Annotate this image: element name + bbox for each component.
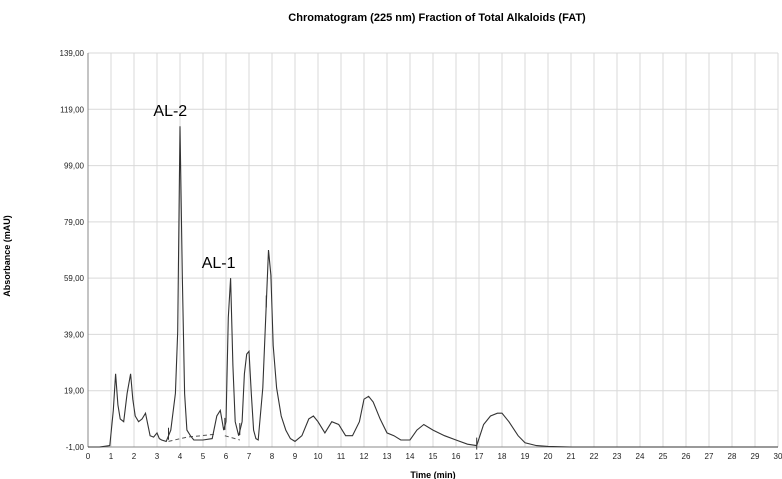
y-tick-label: 19,00 (64, 387, 85, 396)
x-tick-label: 21 (567, 452, 576, 461)
chromatogram-trace (88, 126, 778, 448)
x-tick-label: 8 (270, 452, 275, 461)
x-axis-ticks: 0 1 2 3 4 5 6 7 8 9 10 11 12 13 14 15 16 17 18 19 20 21 22 23 24… (86, 452, 782, 461)
x-tick-label: 15 (429, 452, 438, 461)
x-tick-label: 22 (590, 452, 599, 461)
x-tick-label: 25 (659, 452, 668, 461)
x-tick-label: 12 (360, 452, 369, 461)
x-tick-label: 10 (314, 452, 323, 461)
peak-label: AL-2 (153, 103, 187, 120)
integration-baseline (168, 433, 215, 442)
y-axis-ticks: -1,00 19,00 39,00 59,00 79,00 99,00 119,00 139,… (60, 49, 85, 452)
y-axis-label: Absorbance (mAU) (2, 215, 12, 297)
x-tick-label: 11 (337, 452, 346, 461)
x-tick-label: 6 (224, 452, 229, 461)
x-tick-label: 14 (406, 452, 415, 461)
grid (87, 52, 779, 448)
x-tick-label: 9 (293, 452, 298, 461)
x-tick-label: 17 (475, 452, 484, 461)
x-tick-label: 3 (155, 452, 160, 461)
x-tick-label: 27 (705, 452, 714, 461)
x-tick-label: 19 (521, 452, 530, 461)
x-tick-label: 5 (201, 452, 206, 461)
x-tick-label: 1 (109, 452, 114, 461)
y-tick-label: 79,00 (64, 218, 85, 227)
x-tick-label: 0 (86, 452, 91, 461)
x-tick-label: 18 (498, 452, 507, 461)
chart-title: Chromatogram (225 nm) Fraction of Total … (288, 12, 586, 24)
y-tick-label: -1,00 (66, 443, 85, 452)
series (88, 126, 778, 448)
x-tick-label: 2 (132, 452, 137, 461)
y-tick-label: 39,00 (64, 330, 85, 339)
x-tick-label: 28 (728, 452, 737, 461)
x-tick-label: 13 (383, 452, 392, 461)
x-tick-label: 4 (178, 452, 183, 461)
peak-annotations: AL-2 AL-1 (153, 103, 235, 272)
y-tick-label: 59,00 (64, 274, 85, 283)
x-axis-label: Time (min) (410, 470, 455, 479)
x-tick-label: 29 (751, 452, 760, 461)
integration-baseline (224, 435, 240, 441)
y-tick-label: 139,00 (60, 49, 85, 58)
peak-label: AL-1 (202, 255, 236, 272)
x-tick-label: 30 (774, 452, 782, 461)
integration-baselines (168, 433, 240, 442)
y-tick-label: 119,00 (60, 105, 84, 114)
x-tick-label: 26 (682, 452, 691, 461)
y-tick-label: 99,00 (64, 162, 85, 171)
x-tick-label: 23 (613, 452, 622, 461)
x-tick-label: 20 (544, 452, 553, 461)
x-tick-label: 7 (247, 452, 252, 461)
x-tick-label: 16 (452, 452, 461, 461)
x-tick-label: 24 (636, 452, 645, 461)
